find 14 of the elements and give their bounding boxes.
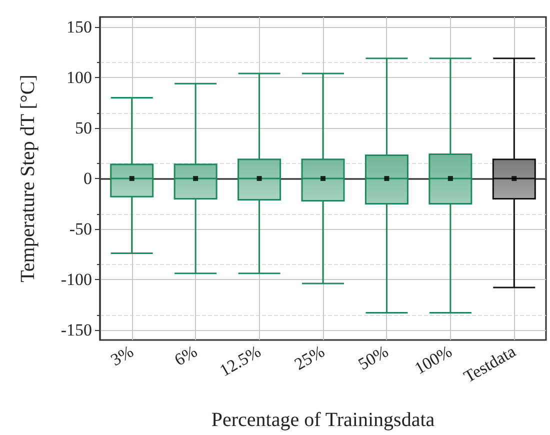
y-tick-label: 150 (66, 18, 92, 37)
x-tick-label: 50% (354, 342, 392, 374)
x-tick-label: 25% (291, 342, 328, 374)
y-axis-title: Temperature Step dT [°C] (17, 74, 39, 282)
x-axis-title: Percentage of Trainingsdata (211, 409, 435, 431)
y-tick-label: 50 (75, 118, 92, 138)
y-tick-label: 0 (84, 169, 92, 188)
x-tick-label: 3% (108, 342, 137, 370)
y-tick-label: 100 (66, 68, 92, 88)
y-tick-label: -50 (69, 219, 92, 238)
y-tick-label: -100 (60, 270, 92, 289)
x-tick-label: 6% (171, 342, 200, 370)
y-tick-label: -150 (60, 320, 92, 340)
x-tick-label: 100% (411, 342, 456, 378)
